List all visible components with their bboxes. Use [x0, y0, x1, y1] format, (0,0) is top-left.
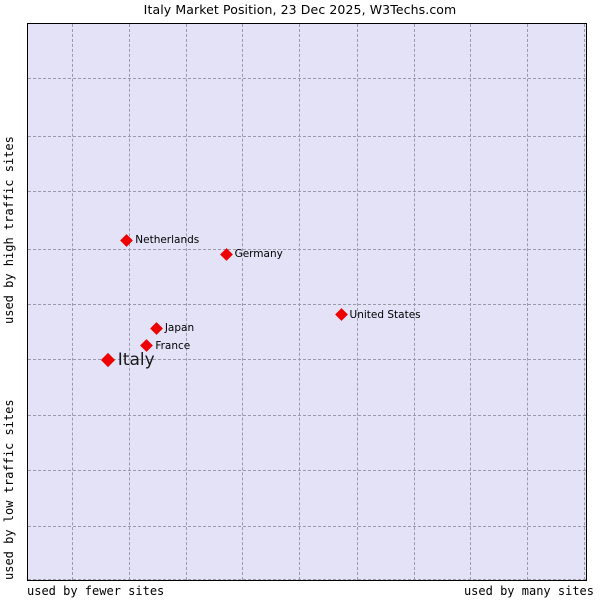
data-point[interactable]: Italy [100, 349, 155, 370]
data-point[interactable]: France [140, 339, 191, 353]
diamond-marker-icon [219, 247, 233, 261]
gridline-vertical [527, 24, 529, 580]
y-axis-label-low: used by low traffic sites [2, 399, 16, 580]
gridline-vertical [356, 24, 358, 580]
diamond-marker-icon [100, 352, 115, 367]
gridline-vertical [299, 24, 301, 580]
plot-area: Netherlands Germany United States Japan Fran… [27, 23, 587, 581]
diamond-marker-icon [334, 308, 348, 322]
gridline-vertical [185, 24, 187, 580]
gridline-vertical [128, 24, 130, 580]
data-point-label: France [155, 339, 191, 352]
y-axis-label-high: used by high traffic sites [2, 136, 16, 324]
gridline-horizontal [28, 578, 586, 580]
x-axis-label-many: used by many sites [463, 584, 594, 598]
data-point[interactable]: Japan [149, 321, 195, 335]
gridline-horizontal [28, 190, 586, 192]
gridline-horizontal [28, 135, 586, 137]
gridline-vertical [470, 24, 472, 580]
gridline-horizontal [28, 414, 586, 416]
data-point-label: Netherlands [135, 234, 200, 247]
gridline-vertical [72, 24, 74, 580]
gridline-horizontal [28, 304, 586, 306]
data-point[interactable]: Germany [219, 247, 283, 261]
chart-title: Italy Market Position, 23 Dec 2025, W3Te… [143, 2, 457, 17]
x-axis-label-fewer: used by fewer sites [27, 584, 165, 598]
data-point-label: Japan [164, 322, 195, 335]
gridline-horizontal [28, 359, 586, 361]
gridline-horizontal [28, 77, 586, 79]
data-point-label: United States [349, 308, 421, 321]
gridline-vertical [242, 24, 244, 580]
diamond-marker-icon [149, 321, 163, 335]
data-point[interactable]: Netherlands [120, 233, 200, 247]
data-point-label: Germany [234, 248, 283, 261]
gridline-vertical [413, 24, 415, 580]
data-point[interactable]: United States [334, 308, 421, 322]
gridline-vertical [584, 24, 586, 580]
gridline-horizontal [28, 469, 586, 471]
gridline-horizontal [28, 248, 586, 250]
gridline-horizontal [28, 525, 586, 527]
diamond-marker-icon [120, 233, 134, 247]
data-point-label: Italy [117, 349, 155, 370]
